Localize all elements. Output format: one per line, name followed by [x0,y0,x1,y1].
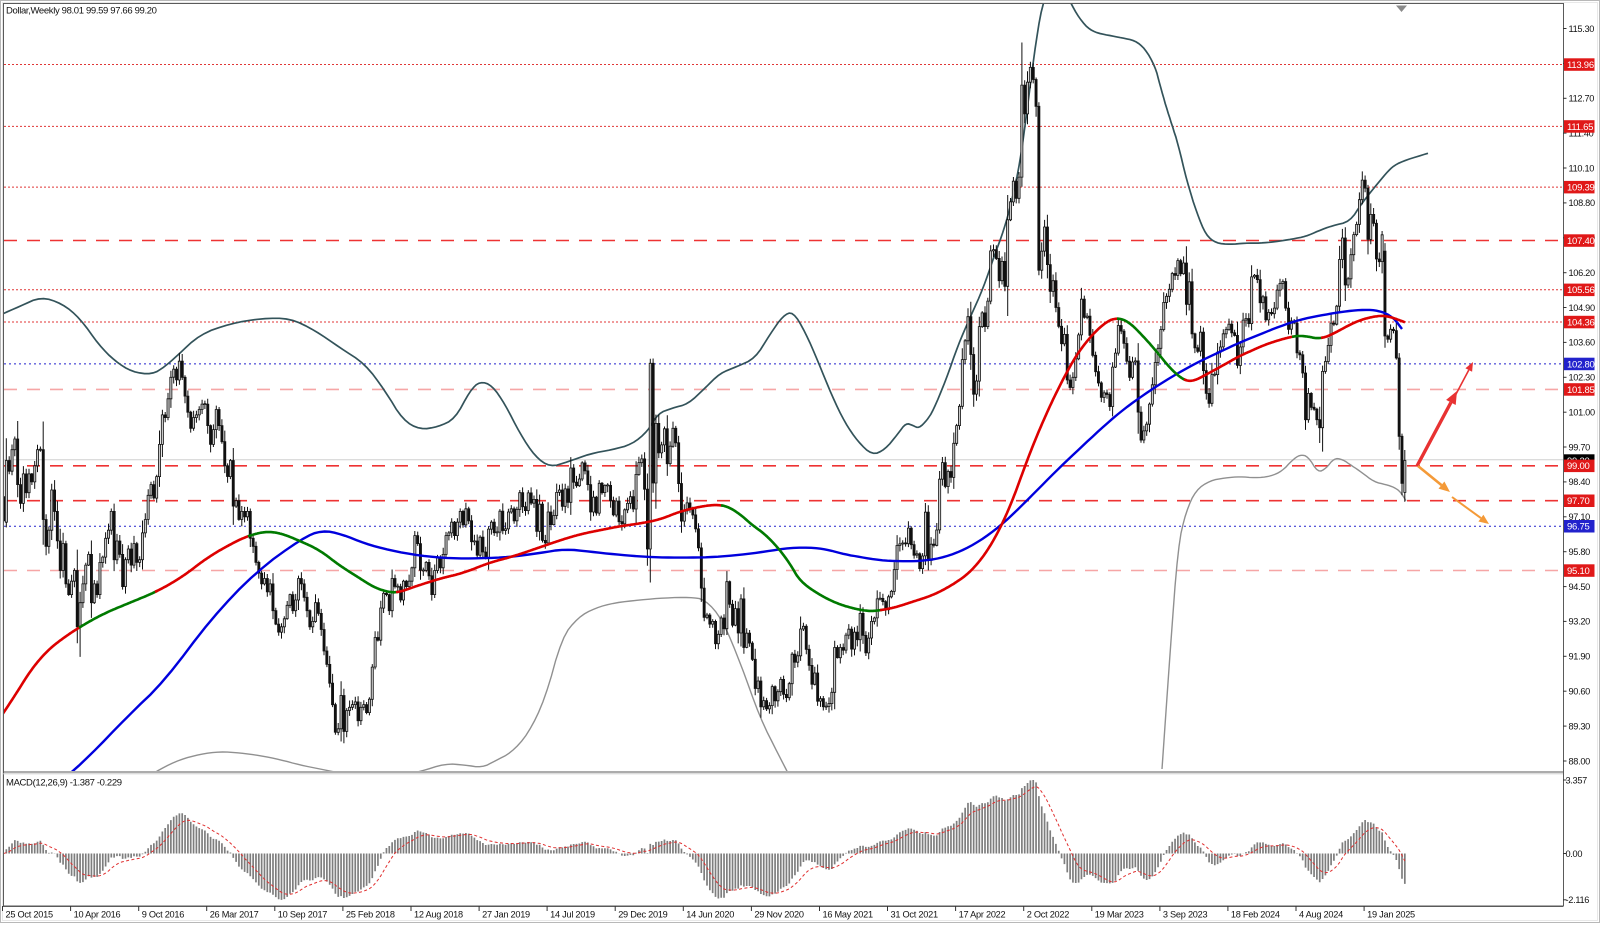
svg-text:107.40: 107.40 [1567,236,1595,247]
svg-text:96.75: 96.75 [1567,522,1590,533]
svg-text:91.90: 91.90 [1569,652,1591,662]
svg-text:115.30: 115.30 [1569,24,1595,34]
svg-text:95.80: 95.80 [1569,547,1591,557]
svg-text:0.00: 0.00 [1566,849,1583,859]
svg-text:99.00: 99.00 [1567,461,1590,472]
svg-text:Dollar,Weekly 98.01 99.59 97.: Dollar,Weekly 98.01 99.59 97.66 99.20 [6,6,157,17]
svg-text:88.00: 88.00 [1569,756,1591,766]
svg-text:14 Jun 2020: 14 Jun 2020 [686,910,734,920]
svg-text:9 Oct 2016: 9 Oct 2016 [142,910,185,920]
svg-text:4 Aug 2024: 4 Aug 2024 [1299,910,1343,920]
svg-text:10 Sep 2017: 10 Sep 2017 [278,910,328,920]
svg-text:90.60: 90.60 [1569,687,1591,697]
svg-text:108.80: 108.80 [1569,198,1595,208]
svg-text:111.65: 111.65 [1567,122,1593,133]
svg-text:93.20: 93.20 [1569,617,1591,627]
svg-text:102.30: 102.30 [1569,373,1595,383]
svg-text:99.70: 99.70 [1569,442,1591,452]
svg-text:25 Feb 2018: 25 Feb 2018 [346,910,395,920]
svg-text:14 Jul 2019: 14 Jul 2019 [550,910,595,920]
svg-text:29 Dec 2019: 29 Dec 2019 [618,910,667,920]
svg-text:97.70: 97.70 [1567,496,1590,507]
svg-text:31 Oct 2021: 31 Oct 2021 [891,910,938,920]
svg-text:89.30: 89.30 [1569,721,1591,731]
svg-text:94.50: 94.50 [1569,582,1591,592]
svg-text:MACD(12,26,9) -1.387 -0.229: MACD(12,26,9) -1.387 -0.229 [6,778,122,789]
svg-text:98.40: 98.40 [1569,477,1591,487]
svg-text:106.20: 106.20 [1569,268,1595,278]
svg-text:19 Mar 2023: 19 Mar 2023 [1095,910,1144,920]
svg-text:95.10: 95.10 [1567,566,1590,577]
svg-text:17 Apr 2022: 17 Apr 2022 [959,910,1006,920]
svg-text:27 Jan 2019: 27 Jan 2019 [482,910,530,920]
svg-text:97.10: 97.10 [1569,512,1591,522]
svg-text:3 Sep 2023: 3 Sep 2023 [1163,910,1208,920]
svg-text:105.56: 105.56 [1567,285,1595,296]
svg-text:3.357: 3.357 [1566,775,1588,785]
svg-text:26 Mar 2017: 26 Mar 2017 [210,910,259,920]
svg-text:102.80: 102.80 [1567,359,1595,370]
svg-text:16 May 2021: 16 May 2021 [823,910,874,920]
svg-text:104.90: 104.90 [1569,303,1595,313]
svg-text:101.85: 101.85 [1567,385,1595,396]
svg-text:10 Apr 2016: 10 Apr 2016 [74,910,121,920]
svg-text:109.39: 109.39 [1567,183,1595,194]
svg-text:29 Nov 2020: 29 Nov 2020 [754,910,803,920]
svg-text:103.60: 103.60 [1569,338,1595,348]
svg-text:104.36: 104.36 [1567,317,1595,328]
svg-text:113.96: 113.96 [1567,60,1594,71]
svg-text:12 Aug 2018: 12 Aug 2018 [414,910,463,920]
svg-text:101.00: 101.00 [1569,408,1595,418]
svg-text:111.40: 111.40 [1569,128,1594,138]
svg-text:110.10: 110.10 [1569,163,1595,173]
svg-text:19 Jan 2025: 19 Jan 2025 [1367,910,1415,920]
svg-text:112.70: 112.70 [1569,94,1595,104]
svg-text:18 Feb 2024: 18 Feb 2024 [1231,910,1280,920]
svg-text:2 Oct 2022: 2 Oct 2022 [1027,910,1070,920]
svg-text:-2.116: -2.116 [1566,895,1590,905]
svg-text:25 Oct 2015: 25 Oct 2015 [6,910,53,920]
